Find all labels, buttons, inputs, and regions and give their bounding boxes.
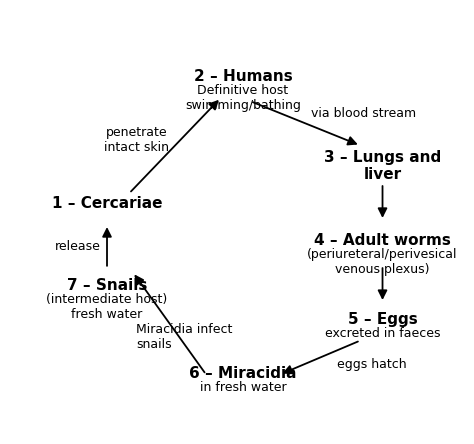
Text: (periureteral/perivesical
venous plexus): (periureteral/perivesical venous plexus): [307, 248, 458, 276]
Text: 7 – Snails: 7 – Snails: [67, 278, 147, 293]
Text: eggs hatch: eggs hatch: [337, 358, 406, 371]
Text: 4 – Adult worms: 4 – Adult worms: [314, 233, 451, 248]
Text: release: release: [55, 240, 100, 253]
Text: penetrate
intact skin: penetrate intact skin: [104, 127, 169, 155]
Text: 3 – Lungs and
liver: 3 – Lungs and liver: [324, 150, 441, 182]
Text: excreted in faeces: excreted in faeces: [325, 327, 440, 340]
Text: 1 – Cercariae: 1 – Cercariae: [52, 196, 162, 211]
Text: in fresh water: in fresh water: [200, 381, 286, 394]
Text: (intermediate host)
fresh water: (intermediate host) fresh water: [46, 293, 168, 321]
Text: 5 – Eggs: 5 – Eggs: [347, 312, 418, 327]
Text: 2 – Humans: 2 – Humans: [193, 69, 292, 84]
Text: Definitive host
swimming/bathing: Definitive host swimming/bathing: [185, 84, 301, 112]
Text: Miracidia infect
snails: Miracidia infect snails: [137, 323, 233, 351]
Text: 6 – Miracidia: 6 – Miracidia: [189, 366, 297, 381]
Text: via blood stream: via blood stream: [311, 107, 416, 119]
